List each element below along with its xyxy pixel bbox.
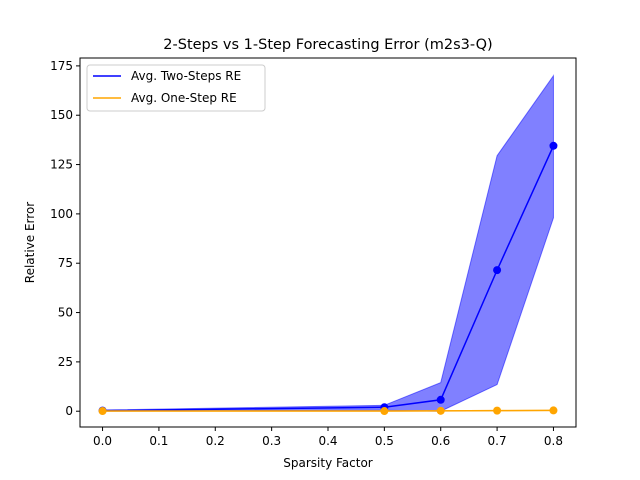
x-tick-label: 0.4 xyxy=(318,434,337,448)
y-axis-label: Relative Error xyxy=(23,202,37,284)
x-tick-label: 0.7 xyxy=(488,434,507,448)
y-tick-label: 0 xyxy=(65,404,73,418)
point-series-1-3 xyxy=(493,406,502,415)
y-tick-label: 50 xyxy=(58,306,73,320)
x-axis: 0.0 0.1 0.2 0.3 0.4 0.5 0.6 0.7 0.8 xyxy=(93,427,563,448)
line-series-1 xyxy=(102,409,554,412)
point-series-1-2 xyxy=(436,406,445,415)
point-series-1-0 xyxy=(98,407,107,416)
legend-box xyxy=(86,64,266,112)
y-tick-label: 125 xyxy=(50,158,73,172)
y-tick-label: 75 xyxy=(58,256,73,270)
y-tick-label: 175 xyxy=(50,59,73,73)
x-tick-label: 0.2 xyxy=(206,434,225,448)
y-tick-label: 100 xyxy=(50,207,73,221)
point-series-0-4 xyxy=(549,141,558,150)
x-tick-label: 0.5 xyxy=(375,434,394,448)
x-tick-label: 0.8 xyxy=(544,434,563,448)
legend-label-two-steps: Avg. Two-Steps RE xyxy=(131,69,241,83)
point-series-0-3 xyxy=(493,266,502,275)
plot-area xyxy=(98,74,558,416)
y-tick-label: 25 xyxy=(58,355,73,369)
legend: Avg. Two-Steps RE Avg. One-Step RE xyxy=(86,64,266,112)
chart-title: 2-Steps vs 1-Step Forecasting Error (m2s… xyxy=(163,37,492,53)
point-series-1-4 xyxy=(549,406,558,415)
x-axis-label: Sparsity Factor xyxy=(283,456,373,470)
x-tick-label: 0.0 xyxy=(93,434,112,448)
point-series-1-1 xyxy=(380,407,389,416)
y-tick-label: 150 xyxy=(50,108,73,122)
x-tick-label: 0.6 xyxy=(431,434,450,448)
legend-label-one-step: Avg. One-Step RE xyxy=(131,91,237,105)
x-tick-label: 0.1 xyxy=(149,434,168,448)
band-series-0 xyxy=(102,74,554,412)
point-series-0-2 xyxy=(436,395,445,404)
x-tick-label: 0.3 xyxy=(262,434,281,448)
y-axis: 0 25 50 75 100 125 150 175 xyxy=(50,59,80,418)
